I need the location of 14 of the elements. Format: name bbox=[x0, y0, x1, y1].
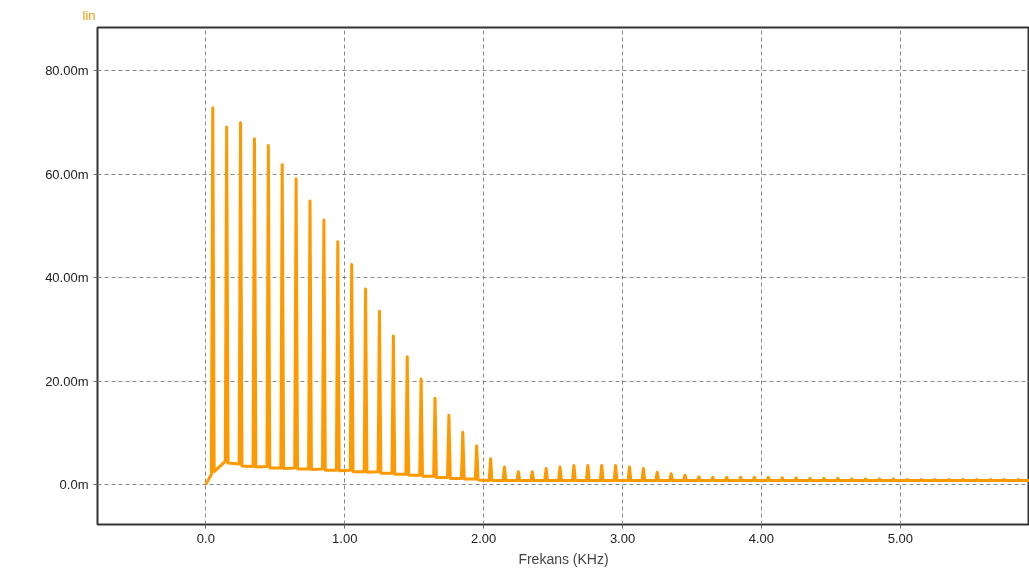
line-series bbox=[204, 106, 1029, 487]
x-tick-label: 5.00 bbox=[887, 530, 913, 546]
y-tick-label: 20.00m bbox=[45, 373, 89, 389]
x-tick-label: 4.00 bbox=[748, 530, 775, 546]
x-tick-label: 1.00 bbox=[332, 530, 358, 546]
y-tick-label: 80.00m bbox=[45, 62, 89, 78]
x-tick-label: 3.00 bbox=[609, 530, 636, 546]
y-tick-label: 0.0m bbox=[59, 477, 89, 493]
x-tick-label: 0.0 bbox=[196, 530, 215, 546]
y-tick-label: 60.00m bbox=[45, 166, 89, 182]
y-tick-label: 40.00m bbox=[45, 270, 89, 286]
x-axis-title: Frekans (KHz) bbox=[518, 550, 609, 567]
x-tick-label: 2.00 bbox=[470, 530, 497, 546]
text: lin bbox=[82, 7, 96, 23]
